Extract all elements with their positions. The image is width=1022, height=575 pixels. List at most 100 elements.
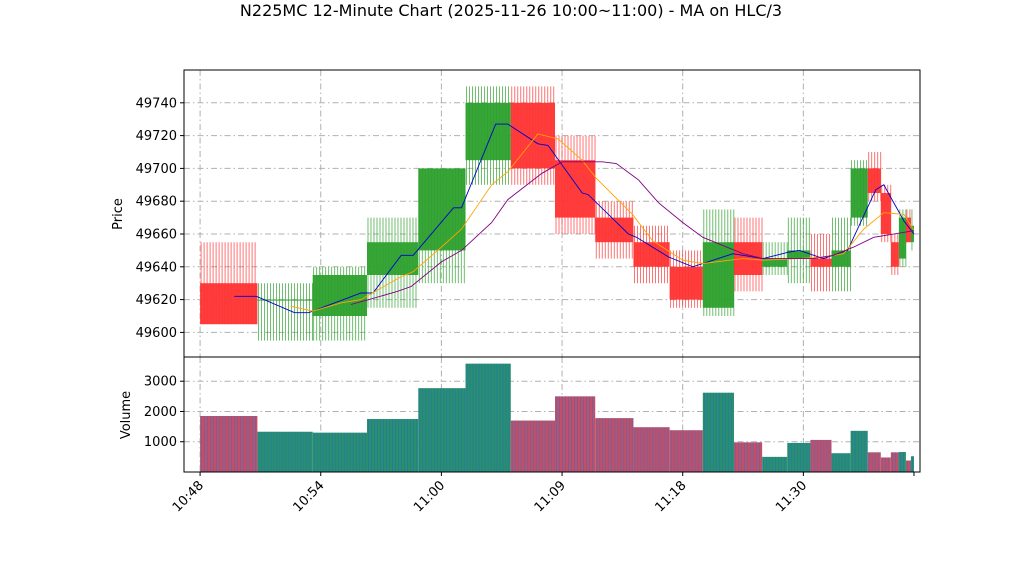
volume-bar — [669, 430, 703, 472]
candle-body — [510, 102, 556, 169]
candle — [905, 209, 911, 243]
volume-bar — [312, 432, 367, 472]
volume-bar-fill — [702, 392, 734, 472]
volume-panel: 1000 2000 3000 Volume — [119, 356, 921, 473]
volume-bar-fill — [880, 457, 891, 472]
volume-bar — [595, 418, 634, 472]
candle-body — [898, 217, 906, 259]
volume-bar — [733, 442, 763, 472]
volume-frame — [183, 356, 921, 473]
candle — [910, 209, 914, 251]
candle-body — [312, 275, 367, 316]
moving-average-line — [234, 123, 915, 314]
candle-body — [850, 168, 868, 218]
x-tick-label: 10:54 — [290, 478, 327, 515]
volume-bar-fill — [867, 452, 881, 472]
volume-bars — [200, 363, 914, 472]
candle — [633, 225, 670, 284]
volume-bar — [905, 460, 911, 472]
candle — [510, 86, 556, 185]
volume-y-ticks: 1000 2000 3000 — [144, 375, 184, 450]
volume-bar — [810, 439, 832, 472]
candle — [810, 234, 832, 292]
candle — [867, 152, 882, 202]
price-tick-label: 49660 — [136, 228, 177, 243]
volume-bar-fill — [787, 442, 811, 472]
candle — [257, 283, 313, 341]
volume-bar — [633, 427, 670, 472]
x-axis: 10:48 10:54 11:00 11:09 11:18 11:30 — [170, 472, 915, 515]
x-tick-label: 10:48 — [170, 478, 207, 515]
candle — [595, 201, 634, 259]
volume-bar-fill — [633, 427, 670, 472]
candle-body — [787, 250, 811, 259]
candle-body — [905, 217, 911, 243]
volume-bar — [867, 452, 881, 472]
moving-average-line — [350, 161, 915, 305]
chart-title: N225MC 12-Minute Chart (2025-11-26 10:00… — [240, 1, 782, 20]
volume-bar — [831, 453, 851, 472]
volume-tick-label: 1000 — [144, 435, 177, 450]
volume-bar-fill — [762, 456, 788, 472]
candle-body — [890, 242, 899, 267]
volume-bar — [702, 392, 734, 472]
candle — [418, 168, 466, 284]
price-tick-label: 49680 — [136, 195, 177, 210]
volume-tick-label: 2000 — [144, 405, 177, 420]
volume-bar — [898, 452, 906, 472]
volume-bar-fill — [905, 460, 911, 472]
x-tick-label: 11:00 — [411, 478, 448, 515]
candle-body — [555, 160, 596, 218]
price-y-ticks: 49600 49620 49640 49660 49680 49700 49720 49740 — [136, 96, 184, 341]
volume-bar — [762, 456, 788, 472]
volume-y-label: Volume — [119, 391, 134, 439]
volume-bar — [366, 419, 419, 472]
volume-bar — [850, 430, 868, 472]
volume-bar — [418, 388, 466, 472]
volume-bar-fill — [555, 396, 596, 472]
x-tick-label: 11:09 — [532, 478, 569, 515]
volume-bar — [200, 416, 258, 472]
candle — [366, 217, 419, 308]
candle-body — [762, 258, 788, 267]
candle — [465, 86, 511, 185]
candle-body — [465, 102, 511, 161]
price-panel: 49600 49620 49640 49660 49680 49700 49720 49740… — [111, 69, 921, 358]
volume-bar — [510, 420, 556, 472]
price-y-label: Price — [111, 198, 126, 230]
candle — [702, 209, 735, 316]
candle-body — [669, 266, 703, 300]
volume-bar-fill — [257, 431, 313, 472]
volume-bar-fill — [890, 452, 899, 472]
candle-body — [257, 299, 313, 301]
price-candles — [200, 86, 914, 341]
candle — [200, 242, 258, 325]
price-tick-label: 49600 — [136, 326, 177, 341]
volume-tick-label: 3000 — [144, 375, 177, 390]
moving-average-line — [290, 133, 915, 312]
price-tick-label: 49620 — [136, 293, 177, 308]
volume-bar — [787, 442, 811, 472]
candle-body — [200, 283, 258, 325]
candle-body — [880, 193, 891, 234]
x-tick-label: 11:18 — [652, 478, 689, 515]
candle — [880, 184, 892, 243]
price-tick-label: 49640 — [136, 260, 177, 275]
volume-bar — [555, 396, 596, 472]
candle — [787, 217, 811, 284]
candle — [733, 217, 763, 292]
price-tick-label: 49700 — [136, 162, 177, 177]
candle-body — [418, 168, 466, 251]
volume-bar — [890, 452, 899, 472]
candle-body — [366, 242, 419, 275]
candle-body — [595, 217, 634, 243]
price-tick-label: 49740 — [136, 96, 177, 111]
candle-body — [702, 242, 734, 308]
candle-body — [867, 168, 881, 193]
volume-bar-fill — [850, 430, 868, 472]
volume-bar — [880, 457, 891, 472]
candle-body — [910, 225, 914, 243]
volume-bar — [910, 456, 914, 472]
volume-bar — [257, 431, 313, 472]
volume-bar-fill — [898, 452, 906, 472]
